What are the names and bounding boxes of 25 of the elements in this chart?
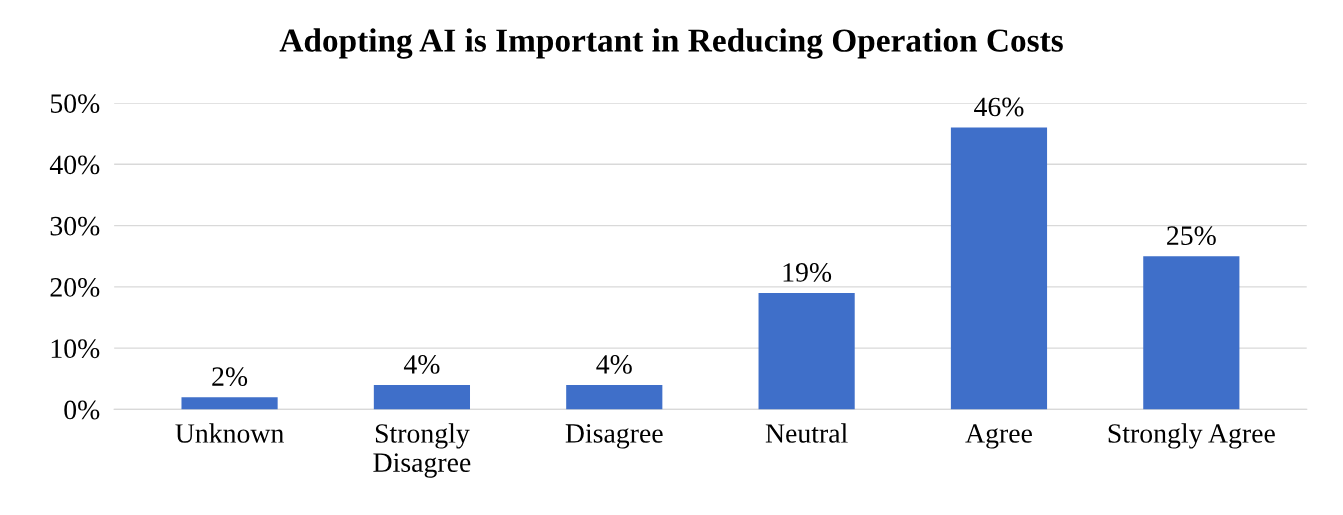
- data-label: 46%: [974, 97, 1024, 117]
- x-tick-label: Unknown: [175, 423, 284, 443]
- bar: [1143, 256, 1240, 410]
- bar: [758, 292, 855, 410]
- x-tick-label: Neutral: [765, 423, 848, 443]
- bar: [566, 384, 663, 410]
- x-tick-label: Agree: [965, 424, 1032, 449]
- data-label: 25%: [1167, 226, 1216, 246]
- x-tick-label: Disagree: [565, 424, 663, 449]
- bar: [181, 397, 278, 410]
- data-label: 19%: [783, 263, 832, 282]
- y-tick-label: 20%: [50, 278, 100, 297]
- data-label: 2%: [212, 367, 248, 387]
- x-tick-label: Strongly Disagree: [373, 423, 471, 478]
- data-label: 4%: [403, 354, 440, 374]
- y-tick-label: 40%: [49, 155, 100, 175]
- y-tick-label: 50%: [50, 94, 100, 113]
- y-tick-label: 0%: [64, 400, 100, 420]
- data-label: 4%: [596, 354, 632, 374]
- bar: [950, 127, 1048, 410]
- chart-title: Adopting AI is Important in Reducing Operation Costs: [279, 28, 1063, 59]
- bar: [373, 384, 471, 410]
- y-tick-label: 30%: [50, 216, 100, 236]
- y-tick-label: 10%: [51, 339, 100, 359]
- x-tick-label: Strongly Agree: [1108, 423, 1275, 449]
